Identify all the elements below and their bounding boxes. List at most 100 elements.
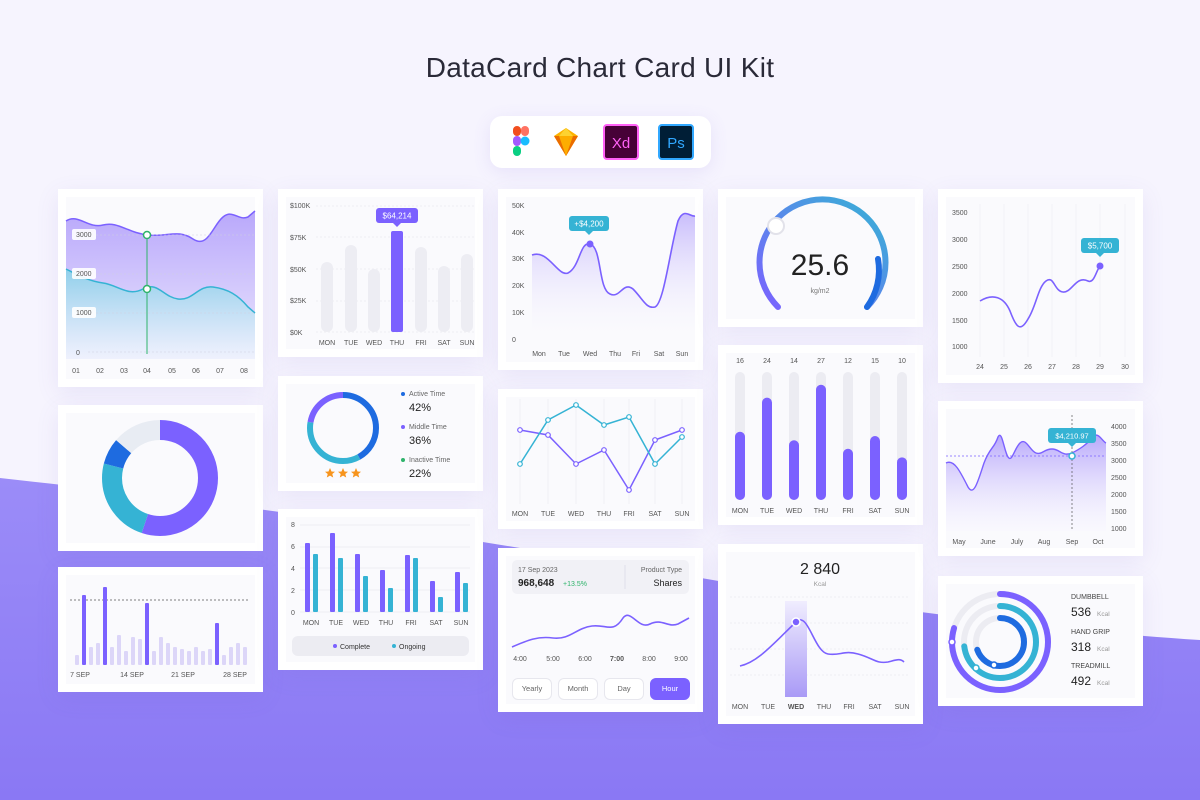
x-tick: Oct bbox=[1093, 539, 1104, 546]
x-tick: Sat bbox=[654, 351, 665, 358]
yearly-button[interactable]: Yearly bbox=[512, 678, 552, 700]
day-bar[interactable] bbox=[180, 649, 184, 665]
ring-label: HAND GRIP bbox=[1071, 629, 1110, 636]
day-bar[interactable] bbox=[96, 643, 100, 665]
x-tick: SUN bbox=[895, 704, 910, 711]
day-bar[interactable] bbox=[208, 649, 212, 665]
day-bar[interactable] bbox=[138, 639, 142, 665]
ring-label: DUMBBELL bbox=[1071, 594, 1109, 601]
day-bar[interactable] bbox=[117, 635, 121, 665]
bar[interactable] bbox=[438, 266, 450, 332]
x-tick: Tue bbox=[558, 351, 570, 358]
tooltip bbox=[1048, 428, 1096, 443]
progress-bar[interactable] bbox=[870, 436, 880, 500]
day-bar[interactable] bbox=[236, 643, 240, 665]
y-tick: 2000 bbox=[76, 271, 92, 278]
y-tick: 3500 bbox=[952, 210, 968, 217]
progress-bar[interactable] bbox=[762, 397, 772, 500]
star-icon bbox=[338, 468, 348, 478]
progress-bar[interactable] bbox=[789, 440, 799, 500]
progress-bar[interactable] bbox=[735, 431, 745, 500]
month-button[interactable]: Month bbox=[558, 678, 598, 700]
crossing-lines-chart: MON TUE WED THU FRI SAT SUN bbox=[512, 399, 689, 518]
progress-value: 27 bbox=[817, 358, 825, 365]
day-bar[interactable] bbox=[75, 655, 79, 665]
day-bar[interactable] bbox=[131, 637, 135, 665]
active-column bbox=[785, 601, 807, 697]
day-bar[interactable] bbox=[82, 595, 86, 665]
shares-card: 17 Sep 2023 968,648 +13.5% Product Type … bbox=[498, 548, 703, 712]
day-bar[interactable] bbox=[89, 647, 93, 665]
day-bar[interactable] bbox=[103, 587, 107, 665]
kcal-point[interactable] bbox=[791, 617, 801, 627]
progress-bar[interactable] bbox=[816, 384, 826, 500]
x-tick: SAT bbox=[429, 620, 443, 627]
progress-bar[interactable] bbox=[843, 448, 853, 500]
x-tick: MON bbox=[732, 704, 748, 711]
y-tick: 1000 bbox=[1111, 526, 1127, 533]
x-tick: TUE bbox=[761, 704, 775, 711]
figma-icon bbox=[513, 126, 530, 156]
bar-highlight[interactable] bbox=[391, 231, 403, 332]
donut-chart bbox=[102, 420, 218, 536]
ring-treadmill[interactable] bbox=[973, 615, 1027, 669]
revenue-bar-card: $100K $75K $50K $25K $0K $64,214 MON TUE… bbox=[278, 189, 483, 357]
curve-point[interactable] bbox=[1096, 262, 1104, 270]
day-bar[interactable] bbox=[173, 647, 177, 665]
donut-segment[interactable] bbox=[102, 420, 218, 536]
bar[interactable] bbox=[461, 254, 473, 332]
selected-point[interactable] bbox=[142, 284, 152, 294]
bar[interactable] bbox=[368, 269, 380, 332]
progress-bar[interactable] bbox=[897, 457, 907, 500]
gauge-card: 25.6 kg/m2 bbox=[718, 189, 923, 327]
day-bar[interactable] bbox=[201, 651, 205, 665]
day-bar[interactable] bbox=[187, 651, 191, 665]
y-tick: 40K bbox=[512, 230, 525, 237]
bar[interactable] bbox=[345, 245, 357, 332]
x-tick: SUN bbox=[454, 620, 469, 627]
bar[interactable] bbox=[321, 262, 333, 332]
day-bar[interactable] bbox=[166, 643, 170, 665]
x-tick: MON bbox=[319, 340, 335, 347]
ring-handgrip[interactable] bbox=[961, 603, 1039, 681]
x-tick: SUN bbox=[460, 340, 475, 347]
donut-segment[interactable] bbox=[102, 420, 218, 536]
y-tick: 3000 bbox=[1111, 458, 1127, 465]
x-tick: THU bbox=[817, 704, 831, 711]
day-bar[interactable] bbox=[124, 651, 128, 665]
bar[interactable] bbox=[415, 247, 427, 332]
shares-value: 968,648 bbox=[518, 578, 555, 589]
month-point[interactable] bbox=[1068, 452, 1076, 460]
y-tick: 2000 bbox=[952, 291, 968, 298]
day-bar[interactable] bbox=[243, 647, 247, 665]
x-tick: 02 bbox=[96, 368, 104, 375]
kcal-card: 2 840 Kcal MON TUE WED THU FRI SAT SUN bbox=[718, 544, 923, 724]
x-tick: FRI bbox=[623, 511, 634, 518]
day-bar[interactable] bbox=[110, 647, 114, 665]
y-tick: 6 bbox=[291, 544, 295, 551]
gauge-handle[interactable] bbox=[767, 217, 785, 235]
rings-chart: DUMBBELL 536 Kcal HAND GRIP 318 Kcal TRE… bbox=[948, 591, 1110, 693]
hour-button[interactable]: Hour bbox=[650, 678, 690, 700]
star-icon bbox=[351, 468, 361, 478]
day-bar[interactable] bbox=[215, 623, 219, 665]
legend-bar bbox=[292, 636, 469, 656]
time-label: Inactive Time bbox=[409, 457, 450, 464]
day-bar[interactable] bbox=[159, 637, 163, 665]
y-tick: 8 bbox=[291, 522, 295, 529]
day-bar[interactable] bbox=[229, 647, 233, 665]
day-bar[interactable] bbox=[222, 655, 226, 665]
selected-point[interactable] bbox=[142, 230, 152, 240]
line-point[interactable] bbox=[586, 240, 594, 248]
day-button[interactable]: Day bbox=[604, 678, 644, 700]
day-bar[interactable] bbox=[152, 651, 156, 665]
month-area-chart: $4,210.97 4000 3500 3000 2500 2000 1500 … bbox=[945, 415, 1127, 546]
star-icon bbox=[325, 468, 335, 478]
x-tick: 5:00 bbox=[546, 656, 560, 663]
ring-value: 318 bbox=[1071, 640, 1091, 654]
day-bar[interactable] bbox=[194, 647, 198, 665]
y-tick: 2 bbox=[291, 588, 295, 595]
gauge-value: 25.6 bbox=[791, 249, 849, 282]
photoshop-icon: Ps bbox=[658, 124, 694, 160]
day-bar[interactable] bbox=[145, 603, 149, 665]
